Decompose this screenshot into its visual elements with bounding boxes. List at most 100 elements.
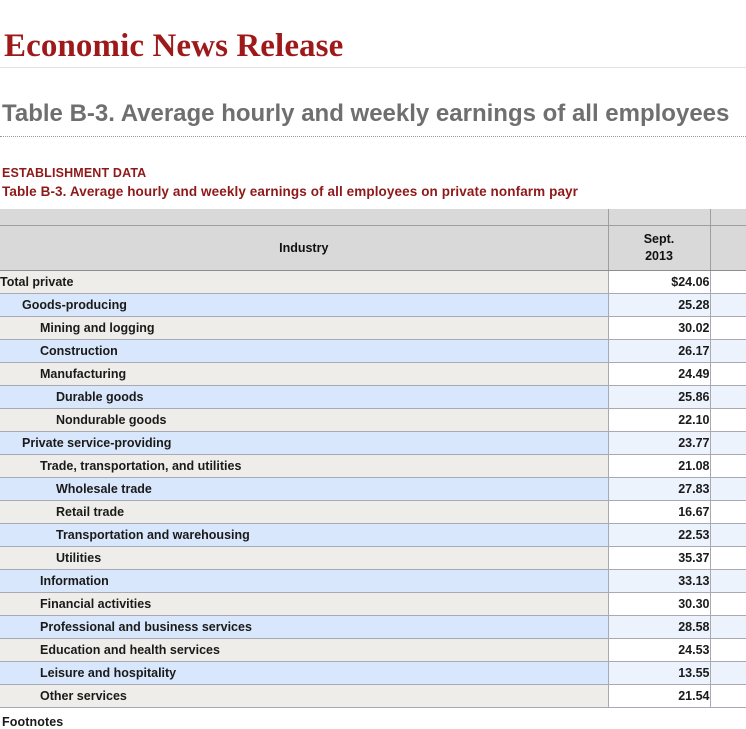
footnotes-label[interactable]: Footnotes (2, 715, 64, 729)
cell-industry: Mining and logging (0, 316, 608, 341)
table-row: Manufacturing 24.49 (0, 362, 746, 387)
cell-value-next-period (709, 362, 746, 387)
industry-label: Transportation and warehousing (56, 528, 250, 543)
cell-value-next-period (709, 523, 746, 548)
head-spacer-industry (0, 209, 608, 226)
table-row: Durable goods 25.86 (0, 385, 746, 410)
table-row: Utilities 35.37 (0, 546, 746, 571)
cell-value-next-period (709, 546, 746, 571)
table-body: Total private $24.06 Goods-producing 25.28 M… (0, 270, 746, 709)
table-row: Nondurable goods 22.10 (0, 408, 746, 433)
industry-label: Other services (40, 689, 127, 704)
industry-label: Nondurable goods (56, 413, 167, 428)
column-header-industry[interactable]: Industry (0, 225, 608, 272)
industry-label: Private service-providing (22, 436, 172, 451)
cell-industry: Trade, transportation, and utilities (0, 454, 608, 479)
cell-value-next-period (709, 592, 746, 617)
cell-value-sept-2013: 30.02 (607, 316, 710, 341)
table-row: Transportation and warehousing 22.53 (0, 523, 746, 548)
industry-label: Leisure and hospitality (40, 666, 177, 681)
industry-label: Mining and logging (40, 321, 155, 336)
cell-industry: Information (0, 569, 608, 594)
table-row: Wholesale trade 27.83 (0, 477, 746, 502)
cell-industry: Professional and business services (0, 615, 608, 640)
industry-label: Wholesale trade (56, 482, 152, 497)
cell-value-sept-2013: 13.55 (607, 661, 710, 686)
industry-label: Construction (40, 344, 118, 359)
cell-value-sept-2013: 24.53 (607, 638, 710, 663)
cell-value-sept-2013: 25.86 (607, 385, 710, 410)
cell-value-sept-2013: 33.13 (607, 569, 710, 594)
cell-value-next-period (709, 661, 746, 686)
cell-value-sept-2013: 23.77 (607, 431, 710, 456)
cell-value-next-period (709, 454, 746, 479)
cell-value-next-period (709, 477, 746, 502)
cell-industry: Wholesale trade (0, 477, 608, 502)
cell-value-sept-2013: 26.17 (607, 339, 710, 364)
cell-industry: Construction (0, 339, 608, 364)
cell-value-next-period (709, 684, 746, 709)
page-title: Economic News Release (0, 22, 746, 69)
cell-value-next-period (709, 339, 746, 364)
cell-value-sept-2013: 22.10 (607, 408, 710, 433)
industry-label: Durable goods (56, 390, 144, 405)
cell-value-next-period (709, 293, 746, 318)
table-row: Mining and logging 30.02 (0, 316, 746, 341)
cell-industry: Goods-producing (0, 293, 608, 318)
table-row: Financial activities 30.30 (0, 592, 746, 617)
cell-industry: Retail trade (0, 500, 608, 525)
column-header-month: Sept. (643, 232, 675, 247)
column-header-sept-2013[interactable]: Sept. 2013 (607, 225, 710, 272)
table-head: Industry Sept. 2013 (0, 209, 746, 272)
cell-value-next-period (709, 385, 746, 410)
table-subtitle: Table B-3. Average hourly and weekly ear… (0, 90, 746, 138)
industry-label: Trade, transportation, and utilities (40, 459, 242, 474)
industry-label: Professional and business services (40, 620, 252, 635)
table-row: Professional and business services 28.58 (0, 615, 746, 640)
table-row: Private service-providing 23.77 (0, 431, 746, 456)
cell-industry: Other services (0, 684, 608, 709)
cell-value-sept-2013: 21.08 (607, 454, 710, 479)
table-scroll-container[interactable]: Industry Sept. 2013 Total private $24.06 G… (0, 209, 746, 709)
establishment-data-label: ESTABLISHMENT DATA (2, 166, 147, 181)
release-heading-block: ESTABLISHMENT DATA Table B-3. Average ho… (0, 157, 746, 200)
industry-label: Retail trade (56, 505, 125, 520)
cell-value-next-period (709, 270, 746, 295)
table-row: Information 33.13 (0, 569, 746, 594)
table-row: Retail trade 16.67 (0, 500, 746, 525)
cell-value-next-period (709, 500, 746, 525)
cell-industry: Education and health services (0, 638, 608, 663)
table-row: Other services 21.54 (0, 684, 746, 709)
cell-industry: Leisure and hospitality (0, 661, 608, 686)
table-row: Trade, transportation, and utilities 21.0… (0, 454, 746, 479)
industry-label: Utilities (56, 551, 102, 566)
page-root: Economic News Release Table B-3. Average… (0, 22, 746, 729)
cell-value-sept-2013: 25.28 (607, 293, 710, 318)
industry-label: Information (40, 574, 109, 589)
cell-industry: Durable goods (0, 385, 608, 410)
cell-industry: Total private (0, 270, 608, 295)
table-row: Construction 26.17 (0, 339, 746, 364)
industry-label: Education and health services (40, 643, 220, 658)
cell-industry: Financial activities (0, 592, 608, 617)
head-spacer-period-2 (709, 209, 746, 226)
cell-value-next-period (709, 408, 746, 433)
cell-industry: Nondurable goods (0, 408, 608, 433)
table-row: Total private $24.06 (0, 270, 746, 295)
cell-industry: Manufacturing (0, 362, 608, 387)
cell-value-sept-2013: 24.49 (607, 362, 710, 387)
cell-industry: Transportation and warehousing (0, 523, 608, 548)
industry-label: Goods-producing (22, 298, 127, 313)
column-header-next-period[interactable] (709, 225, 746, 272)
industry-label: Manufacturing (40, 367, 127, 382)
cell-value-sept-2013: 16.67 (607, 500, 710, 525)
cell-value-sept-2013: 22.53 (607, 523, 710, 548)
cell-value-sept-2013: 35.37 (607, 546, 710, 571)
cell-industry: Utilities (0, 546, 608, 571)
industry-label: Total private (0, 275, 74, 290)
table-row: Education and health services 24.53 (0, 638, 746, 663)
industry-label: Financial activities (40, 597, 152, 612)
cell-value-sept-2013: 27.83 (607, 477, 710, 502)
cell-value-next-period (709, 638, 746, 663)
cell-value-next-period (709, 569, 746, 594)
